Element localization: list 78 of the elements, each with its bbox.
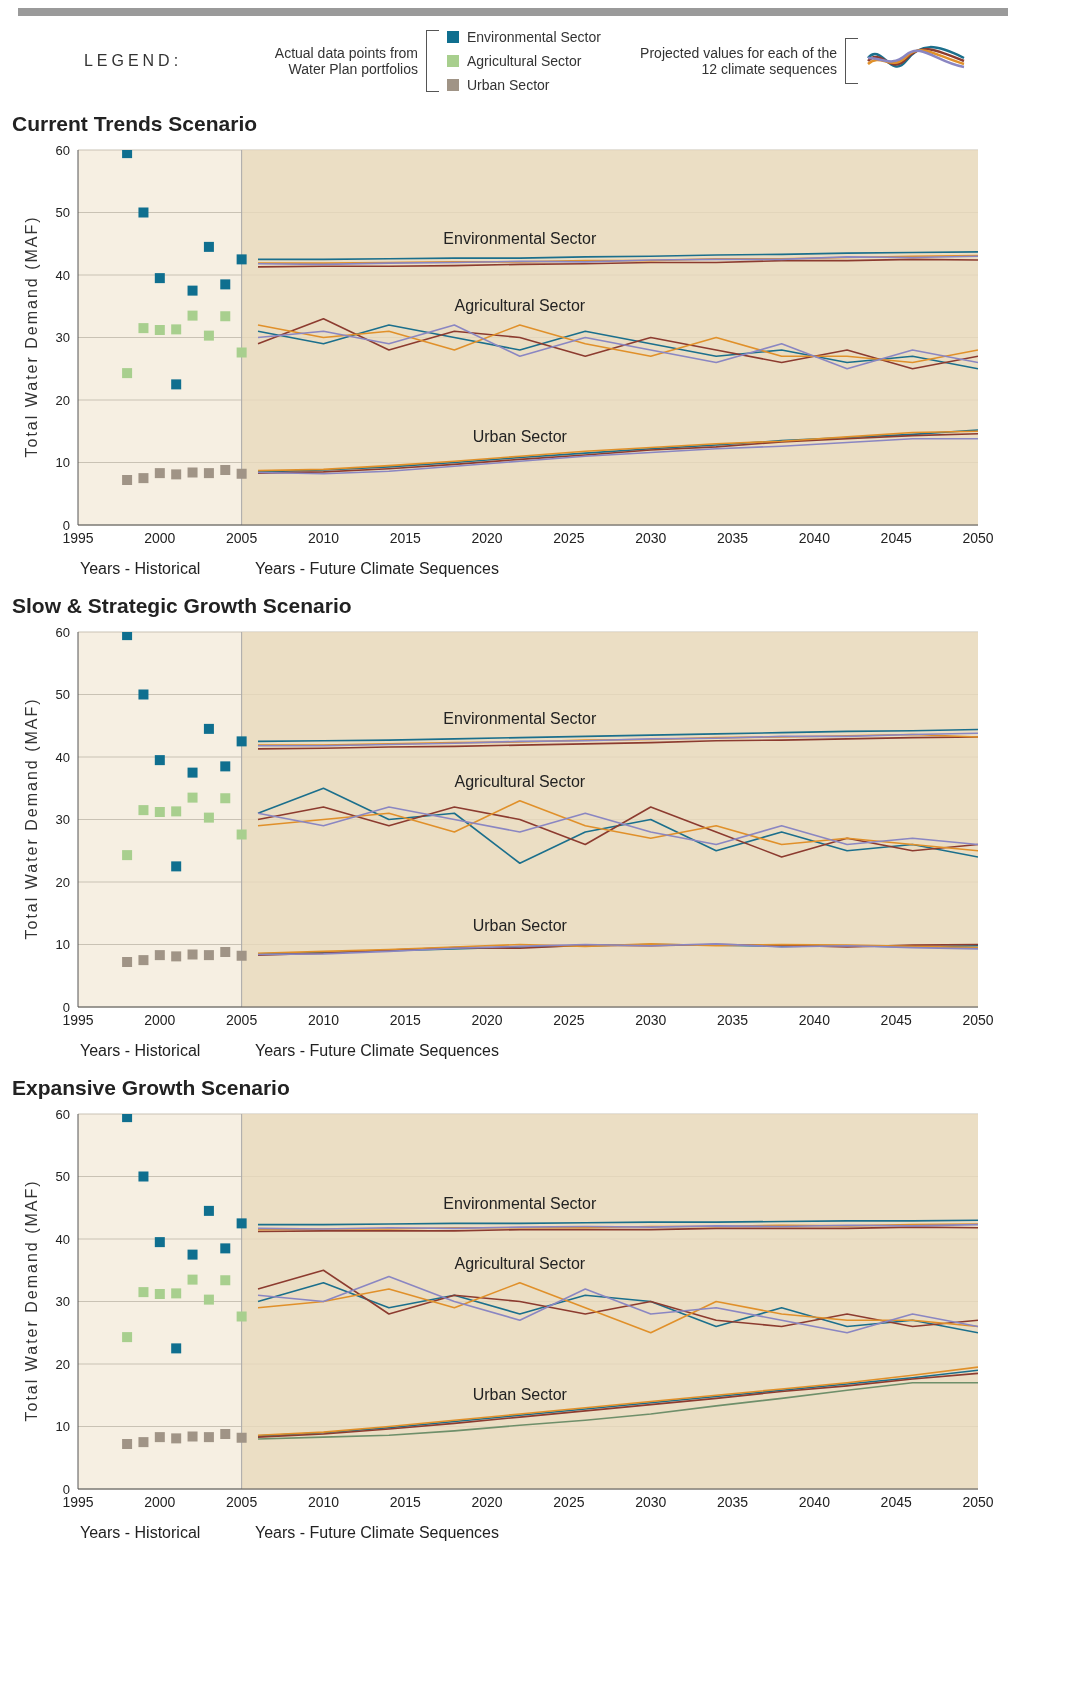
- chart-title: Slow & Strategic Growth Scenario: [12, 594, 353, 618]
- x-tick-label: 2050: [962, 529, 994, 546]
- x-tick-label: 2035: [716, 529, 749, 546]
- legend-label: Agricultural Sector: [467, 53, 582, 69]
- x-tick-label: 2000: [144, 1493, 176, 1510]
- y-tick-label: 40: [55, 749, 70, 765]
- annotation: Environmental Sector: [443, 1195, 597, 1213]
- y-tick-label: 10: [55, 455, 70, 471]
- x-tick-label: 2040: [798, 1493, 831, 1510]
- y-tick-label: 40: [55, 1231, 70, 1247]
- annotation: Agricultural Sector: [454, 772, 586, 790]
- text: Years - Historical: [80, 1042, 202, 1061]
- y-axis-title: Total Water Demand (MAF): [22, 215, 40, 458]
- text: Actual data points from Water Plan portfolios: [273, 45, 418, 77]
- annotation: Urban Sector: [472, 1386, 568, 1403]
- y-tick-label: 60: [55, 624, 70, 640]
- x-tick-label: 2030: [635, 529, 667, 546]
- x-tick-label: 2025: [553, 1011, 585, 1028]
- y-tick-label: 60: [55, 1106, 70, 1122]
- y-tick-label: 40: [55, 267, 70, 283]
- x-tick-label: 2050: [962, 1011, 994, 1028]
- annotation: Urban Sector: [472, 428, 568, 446]
- y-tick-label: 30: [55, 1294, 70, 1310]
- x-axis-title: Years - Future Climate Sequences: [255, 1042, 499, 1061]
- x-tick-label: 2050: [962, 1493, 994, 1510]
- y-tick-label: 10: [55, 1419, 70, 1435]
- x-tick-label: 2010: [307, 1493, 340, 1510]
- x-tick-label: 2015: [389, 1011, 422, 1028]
- y-tick-label: 30: [55, 330, 70, 346]
- annotation: Agricultural Sector: [454, 1254, 586, 1272]
- x-tick-label: 2020: [471, 1011, 503, 1028]
- y-tick-label: 20: [55, 874, 70, 890]
- x-axis-title: Years - Future Climate Sequences: [255, 1524, 499, 1543]
- x-tick-label: 2035: [716, 1011, 749, 1028]
- legend-title: LEGEND:: [82, 52, 184, 70]
- x-axis-title: Years - Future Climate Sequences: [255, 560, 499, 579]
- annotation: Urban Sector: [472, 916, 568, 934]
- x-tick-label: 2040: [798, 1011, 831, 1028]
- text: Years - Historical: [80, 1524, 202, 1543]
- x-tick-label: 2005: [226, 1493, 258, 1510]
- legend-label: Environmental Sector: [467, 29, 601, 45]
- y-tick-label: 30: [55, 812, 70, 828]
- x-tick-label: 2015: [389, 1493, 422, 1510]
- y-axis-title: Total Water Demand (MAF): [22, 1179, 40, 1422]
- x-tick-label: 2030: [635, 1011, 667, 1028]
- x-tick-label: 2025: [553, 529, 585, 546]
- x-tick-label: 2045: [880, 1011, 912, 1028]
- x-tick-label: 2000: [144, 529, 176, 546]
- y-tick-label: 10: [55, 937, 70, 953]
- x-tick-label: 2000: [144, 1011, 176, 1028]
- x-tick-label: 2020: [471, 529, 503, 546]
- x-tick-label: 2005: [226, 529, 258, 546]
- x-tick-label: 2040: [798, 529, 831, 546]
- y-tick-label: 50: [55, 687, 70, 703]
- x-tick-label: 2015: [389, 529, 422, 546]
- chart-title: Expansive Growth Scenario: [12, 1076, 291, 1100]
- annotation: Environmental Sector: [443, 709, 597, 727]
- text: Projected values for each of the 12 climate sequences: [639, 45, 837, 77]
- x-tick-label: 2045: [880, 529, 912, 546]
- x-tick-label: 2020: [471, 1493, 503, 1510]
- legend-label: Urban Sector: [467, 77, 550, 93]
- text: Years - Historical: [80, 560, 202, 579]
- x-tick-label: 2030: [635, 1493, 667, 1510]
- y-tick-label: 20: [55, 392, 70, 408]
- y-tick-label: 60: [55, 142, 70, 158]
- y-tick-label: 20: [55, 1356, 70, 1372]
- x-tick-label: 2010: [307, 529, 340, 546]
- y-tick-label: 50: [55, 1169, 70, 1185]
- y-axis-title: Total Water Demand (MAF): [22, 697, 40, 940]
- x-tick-label: 2025: [553, 1493, 585, 1510]
- chart-title: Current Trends Scenario: [12, 112, 259, 136]
- annotation: Agricultural Sector: [454, 297, 586, 314]
- x-tick-label: 2035: [716, 1493, 749, 1510]
- x-tick-label: 2010: [307, 1011, 340, 1028]
- annotation: Environmental Sector: [443, 230, 597, 248]
- x-tick-label: 2045: [880, 1493, 912, 1510]
- y-tick-label: 50: [55, 205, 70, 221]
- x-tick-label: 2005: [226, 1011, 258, 1028]
